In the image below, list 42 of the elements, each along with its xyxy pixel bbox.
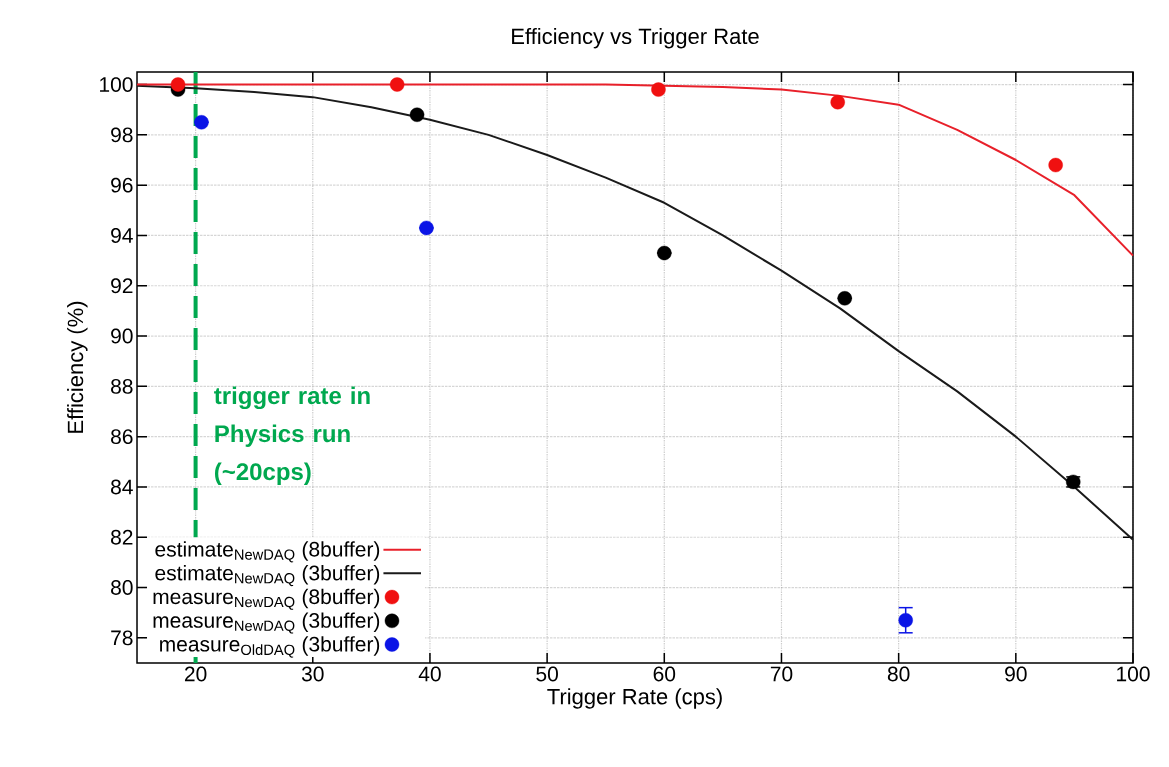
y-tick-label: 90 [111,328,133,344]
legend-label: measure$_{OldDAQ}$ (3buffer) [160,636,380,658]
y-tick-label: 82 [111,529,133,545]
point [837,291,852,306]
x-tick-label: 70 [770,666,793,682]
y-tick-label: 78 [111,630,133,646]
x-tick-label: 90 [1005,666,1027,682]
legend-label: measure$_{NewDAQ}$ (3buffer) [153,612,380,634]
y-tick-label: 92 [111,278,133,294]
y-tick-label: 94 [111,228,133,243]
point [651,82,666,97]
point [409,107,425,122]
point [194,115,209,130]
x-tick-label: 40 [418,666,441,682]
legend-label: estimate$_{NewDAQ}$ (3buffer) [155,565,380,587]
legend-label: estimate$_{NewDAQ}$ (8buffer) [155,541,380,563]
point [830,94,845,110]
point [419,220,434,236]
y-tick-label: 88 [111,378,133,394]
y-tick-label: 86 [111,429,133,445]
x-tick-label: 100 [1117,666,1150,682]
line-series [136,84,1134,541]
y-tick-label: 80 [111,580,133,595]
legend-label: measure$_{NewDAQ}$ (8buffer) [153,588,380,610]
y-tick-label: 84 [111,479,133,495]
x-tick-label: 30 [301,666,324,682]
point [657,245,672,261]
ref-line-label: trigger rate in Physics run (~20cps) [214,386,370,485]
point [898,613,913,628]
x-tick-label: 50 [536,666,558,682]
y-axis-title: Efficiency (%) [67,301,88,433]
x-tick-label: 60 [653,666,676,682]
y-tick-label: 96 [111,177,133,193]
y-tick-label: 100 [100,77,133,92]
x-tick-label: 80 [887,666,910,682]
chart-title: Efficiency vs Trigger Rate [512,27,759,49]
point [389,77,405,92]
x-axis-title: Trigger Rate (cps) [547,688,722,709]
x-tick-label: 20 [184,666,207,682]
point [1048,157,1063,173]
y-tick-label: 98 [111,127,133,143]
point [170,77,186,92]
